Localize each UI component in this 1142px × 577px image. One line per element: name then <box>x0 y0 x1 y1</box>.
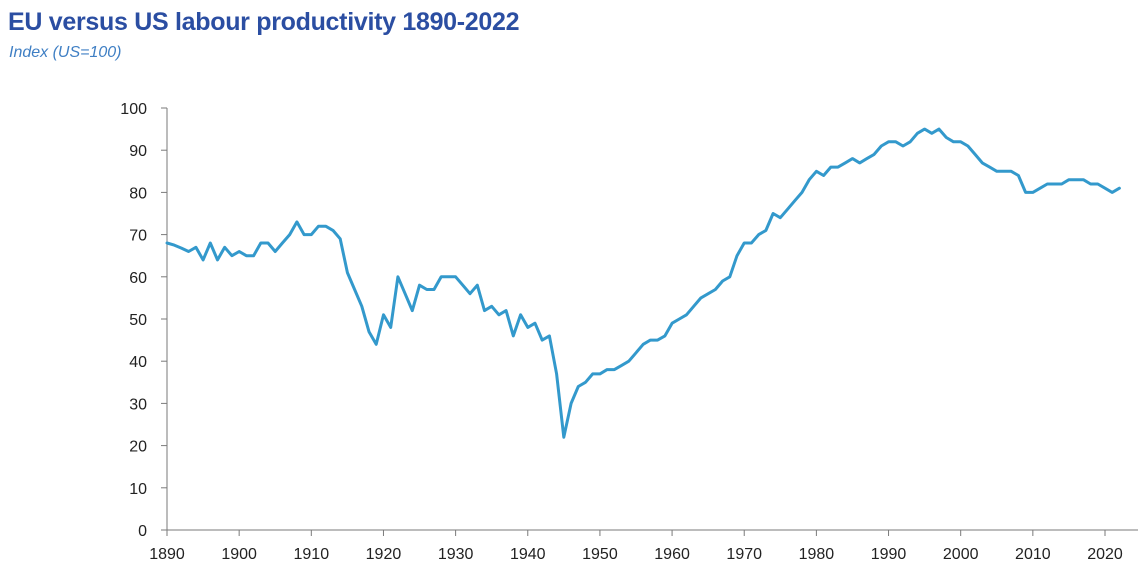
chart-title: EU versus US labour productivity 1890-20… <box>8 8 520 36</box>
x-tick-label: 1910 <box>294 546 330 563</box>
series-line <box>165 127 1121 439</box>
y-tick-label: 40 <box>129 354 147 371</box>
x-tick-label: 1890 <box>149 546 185 563</box>
y-tick-label: 100 <box>120 101 147 118</box>
x-tick-label: 1950 <box>582 546 618 563</box>
x-tick-label: 1990 <box>871 546 907 563</box>
y-tick-label: 0 <box>138 523 147 540</box>
plot-area <box>165 127 1121 439</box>
x-tick-label: 1940 <box>510 546 546 563</box>
x-tick-label: 2010 <box>1015 546 1051 563</box>
y-tick-label: 60 <box>129 270 147 287</box>
y-tick-label: 80 <box>129 185 147 202</box>
y-tick-label: 20 <box>129 439 147 456</box>
x-tick-label: 1970 <box>726 546 762 563</box>
x-tick-label: 2000 <box>943 546 979 563</box>
x-tick-label: 2020 <box>1087 546 1123 563</box>
y-tick-label: 50 <box>129 312 147 329</box>
y-axis: 0 10 20 30 40 50 60 70 80 90 100 <box>120 101 168 540</box>
chart-subtitle: Index (US=100) <box>9 44 122 61</box>
y-tick-label: 10 <box>129 481 147 498</box>
y-tick-label: 90 <box>129 143 147 160</box>
x-tick-label: 1960 <box>654 546 690 563</box>
x-axis: 1890 1900 1910 1920 1930 1940 1950 1960 1970 1980… <box>149 529 1138 563</box>
y-tick-label: 30 <box>129 396 147 413</box>
x-tick-label: 1900 <box>221 546 257 563</box>
y-tick-label: 70 <box>129 228 147 245</box>
x-tick-label: 1930 <box>438 546 474 563</box>
x-tick-label: 1920 <box>366 546 402 563</box>
x-tick-label: 1980 <box>799 546 835 563</box>
